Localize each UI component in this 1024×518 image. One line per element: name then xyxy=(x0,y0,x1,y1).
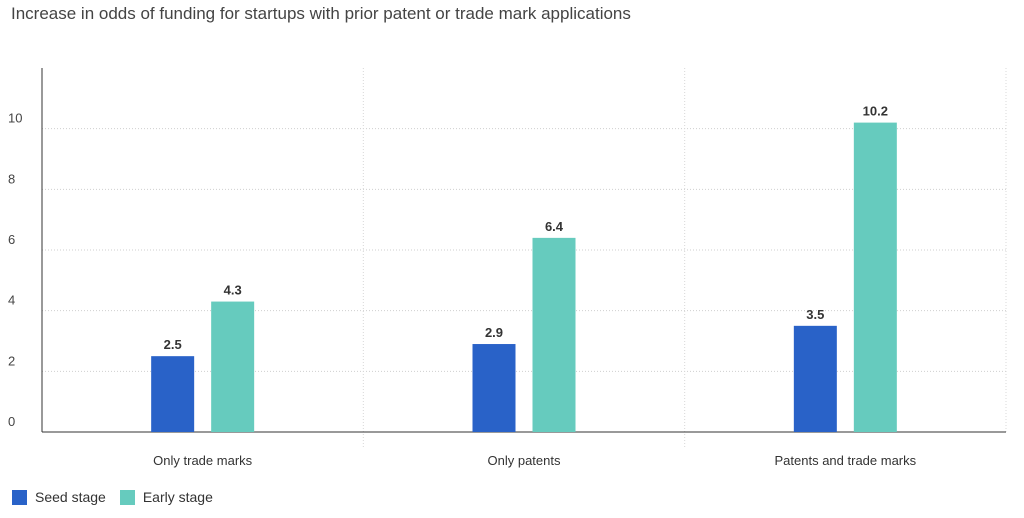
y-tick-labels: 0 2 4 6 8 10 xyxy=(8,111,22,429)
legend-item-early[interactable]: Early stage xyxy=(119,489,213,505)
legend: Seed stage Early stage xyxy=(12,489,227,505)
x-tick-label-2: Patents and trade marks xyxy=(775,453,917,468)
legend-swatch-seed xyxy=(12,489,27,505)
bar-early-2 xyxy=(853,122,897,432)
legend-item-seed[interactable]: Seed stage xyxy=(12,489,106,505)
y-tick-label-6: 6 xyxy=(8,232,15,247)
data-label-early-0: 4.3 xyxy=(224,283,242,298)
bar-seed-1 xyxy=(472,344,516,432)
y-tick-label-2: 2 xyxy=(8,353,15,368)
data-label-early-1: 6.4 xyxy=(545,219,564,234)
gridlines xyxy=(42,68,1007,448)
data-label-early-2: 10.2 xyxy=(863,104,888,119)
data-label-seed-2: 3.5 xyxy=(806,307,824,322)
chart-title: Increase in odds of funding for startups… xyxy=(11,4,631,23)
legend-label-seed: Seed stage xyxy=(35,489,106,505)
bars xyxy=(151,122,897,432)
bar-early-0 xyxy=(211,301,255,432)
legend-swatch-early xyxy=(119,489,135,505)
data-labels: 2.5 4.3 2.9 6.4 3.5 10.2 xyxy=(164,104,888,353)
y-tick-label-0: 0 xyxy=(8,414,15,429)
data-label-seed-0: 2.5 xyxy=(164,337,182,352)
y-tick-label-4: 4 xyxy=(8,293,15,308)
legend-label-early: Early stage xyxy=(142,489,213,505)
data-label-seed-1: 2.9 xyxy=(485,325,503,340)
x-tick-labels: Only trade marks Only patents Patents and … xyxy=(153,453,916,468)
axes xyxy=(41,68,1006,433)
bar-seed-0 xyxy=(151,356,195,432)
x-tick-label-0: Only trade marks xyxy=(153,453,252,468)
x-tick-label-1: Only patents xyxy=(488,453,561,468)
y-tick-label-10: 10 xyxy=(8,111,22,126)
y-tick-label-8: 8 xyxy=(8,171,15,186)
bar-seed-2 xyxy=(793,325,837,432)
bar-early-1 xyxy=(532,237,576,432)
